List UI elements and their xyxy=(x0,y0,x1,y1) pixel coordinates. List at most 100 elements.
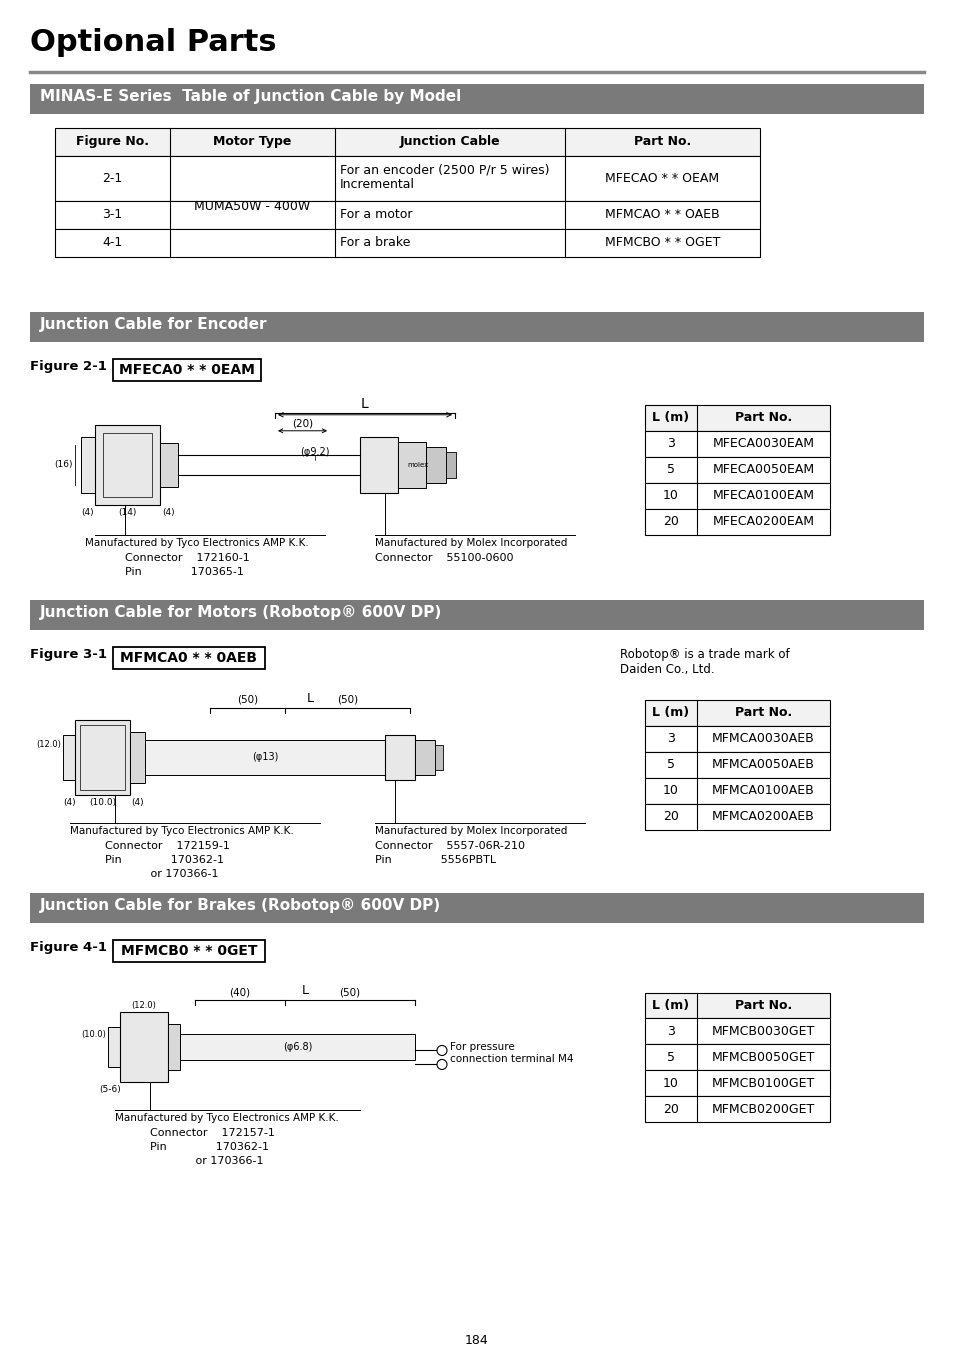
Bar xyxy=(644,509,829,535)
Text: Incremental: Incremental xyxy=(339,178,415,190)
Text: Junction Cable: Junction Cable xyxy=(399,135,499,149)
Text: Connector    5557-06R-210: Connector 5557-06R-210 xyxy=(375,840,524,851)
Text: MFECAO * * OEAM: MFECAO * * OEAM xyxy=(605,172,719,185)
Text: 10: 10 xyxy=(662,1077,679,1090)
Text: 5: 5 xyxy=(666,463,675,477)
Text: Pin              170362-1: Pin 170362-1 xyxy=(105,855,224,865)
Text: MFMCB0100GET: MFMCB0100GET xyxy=(711,1077,814,1090)
Text: 10: 10 xyxy=(662,784,679,797)
Text: or 170366-1: or 170366-1 xyxy=(150,1156,263,1166)
Bar xyxy=(168,1024,180,1070)
Text: 10: 10 xyxy=(662,489,679,503)
Bar xyxy=(644,993,829,1019)
Bar xyxy=(644,482,829,509)
Text: 2-1: 2-1 xyxy=(102,172,123,185)
Text: MFMCA0100AEB: MFMCA0100AEB xyxy=(711,784,814,797)
Text: (12.0): (12.0) xyxy=(132,1001,156,1011)
Text: L: L xyxy=(361,397,369,411)
Text: MFMCB0050GET: MFMCB0050GET xyxy=(711,1051,814,1065)
Bar xyxy=(55,228,760,257)
Text: (50): (50) xyxy=(339,988,360,997)
Text: Motor Type: Motor Type xyxy=(213,135,292,149)
Text: MFMCA0 * * 0AEB: MFMCA0 * * 0AEB xyxy=(120,651,257,665)
Text: L: L xyxy=(301,985,308,997)
Text: 5: 5 xyxy=(666,758,675,771)
Bar xyxy=(644,778,829,804)
Text: MFECA0030EAM: MFECA0030EAM xyxy=(712,438,814,450)
Bar xyxy=(55,128,760,155)
Bar xyxy=(63,735,75,780)
Text: (50): (50) xyxy=(236,694,258,705)
Text: Figure 2-1: Figure 2-1 xyxy=(30,359,107,373)
Text: Junction Cable for Brakes (Robotop® 600V DP): Junction Cable for Brakes (Robotop® 600V… xyxy=(40,897,440,912)
Bar xyxy=(112,939,265,962)
Text: Part No.: Part No. xyxy=(734,707,791,719)
Text: Junction Cable for Encoder: Junction Cable for Encoder xyxy=(40,317,267,332)
Text: Manufactured by Tyco Electronics AMP K.K.: Manufactured by Tyco Electronics AMP K.K… xyxy=(70,825,294,835)
Bar xyxy=(180,1035,415,1061)
Text: For a motor: For a motor xyxy=(339,208,412,222)
Text: Manufactured by Tyco Electronics AMP K.K.: Manufactured by Tyco Electronics AMP K.K… xyxy=(115,1113,338,1124)
Bar xyxy=(644,700,829,725)
Text: MFMCAO * * OAEB: MFMCAO * * OAEB xyxy=(604,208,720,222)
Text: Figure 3-1: Figure 3-1 xyxy=(30,647,107,661)
Bar xyxy=(446,451,456,478)
Text: Figure No.: Figure No. xyxy=(76,135,149,149)
Text: or 170366-1: or 170366-1 xyxy=(105,869,218,878)
Text: 3: 3 xyxy=(666,732,674,746)
Bar xyxy=(30,893,923,923)
Bar xyxy=(285,440,335,490)
Text: 184: 184 xyxy=(465,1335,488,1347)
Text: (φ9.2): (φ9.2) xyxy=(300,447,330,457)
Bar xyxy=(130,732,145,782)
Text: MFECA0050EAM: MFECA0050EAM xyxy=(712,463,814,477)
Circle shape xyxy=(436,1059,447,1070)
Text: MFECA0 * * 0EAM: MFECA0 * * 0EAM xyxy=(119,363,254,377)
Text: (10.0): (10.0) xyxy=(89,797,116,807)
Text: Figure 4-1: Figure 4-1 xyxy=(30,940,107,954)
Bar xyxy=(80,724,125,789)
Bar xyxy=(120,1012,168,1082)
Bar xyxy=(108,1028,120,1067)
Text: MUMA50W - 400W: MUMA50W - 400W xyxy=(194,200,311,213)
Text: (20): (20) xyxy=(292,419,313,428)
Bar xyxy=(426,447,446,482)
Text: Part No.: Part No. xyxy=(734,998,791,1012)
Bar xyxy=(103,432,152,497)
Text: L (m): L (m) xyxy=(652,998,689,1012)
Text: (4): (4) xyxy=(132,797,144,807)
Bar xyxy=(644,751,829,778)
Text: molex: molex xyxy=(407,462,428,467)
Text: Robotop® is a trade mark of
Daiden Co., Ltd.: Robotop® is a trade mark of Daiden Co., … xyxy=(619,647,789,676)
Text: (φ13): (φ13) xyxy=(252,753,278,762)
Text: 3: 3 xyxy=(666,1025,674,1038)
Bar xyxy=(397,442,426,488)
Text: L: L xyxy=(306,692,314,705)
Text: Pin              170365-1: Pin 170365-1 xyxy=(125,566,244,577)
Bar xyxy=(644,804,829,830)
Text: 20: 20 xyxy=(662,811,679,823)
Text: (4): (4) xyxy=(64,797,76,807)
Text: For pressure
connection terminal M4: For pressure connection terminal M4 xyxy=(450,1043,573,1065)
Bar xyxy=(55,155,760,201)
Text: 4-1: 4-1 xyxy=(102,236,123,250)
Bar xyxy=(359,436,397,493)
Bar xyxy=(160,443,178,486)
Bar xyxy=(644,405,829,431)
Bar xyxy=(644,725,829,751)
Circle shape xyxy=(436,1046,447,1055)
Bar xyxy=(644,457,829,482)
Bar xyxy=(112,359,261,381)
Text: 3: 3 xyxy=(666,438,674,450)
Text: For an encoder (2500 P/r 5 wires): For an encoder (2500 P/r 5 wires) xyxy=(339,163,549,177)
Text: Connector    55100-0600: Connector 55100-0600 xyxy=(375,553,513,563)
Text: 5: 5 xyxy=(666,1051,675,1065)
Text: Connector    172160-1: Connector 172160-1 xyxy=(125,553,250,563)
Text: (40): (40) xyxy=(230,988,251,997)
Text: MINAS-E Series  Table of Junction Cable by Model: MINAS-E Series Table of Junction Cable b… xyxy=(40,89,460,104)
Bar xyxy=(81,436,95,493)
Text: Optional Parts: Optional Parts xyxy=(30,28,276,57)
Bar xyxy=(145,739,385,774)
Text: (12.0): (12.0) xyxy=(36,740,61,748)
Bar xyxy=(385,735,415,780)
